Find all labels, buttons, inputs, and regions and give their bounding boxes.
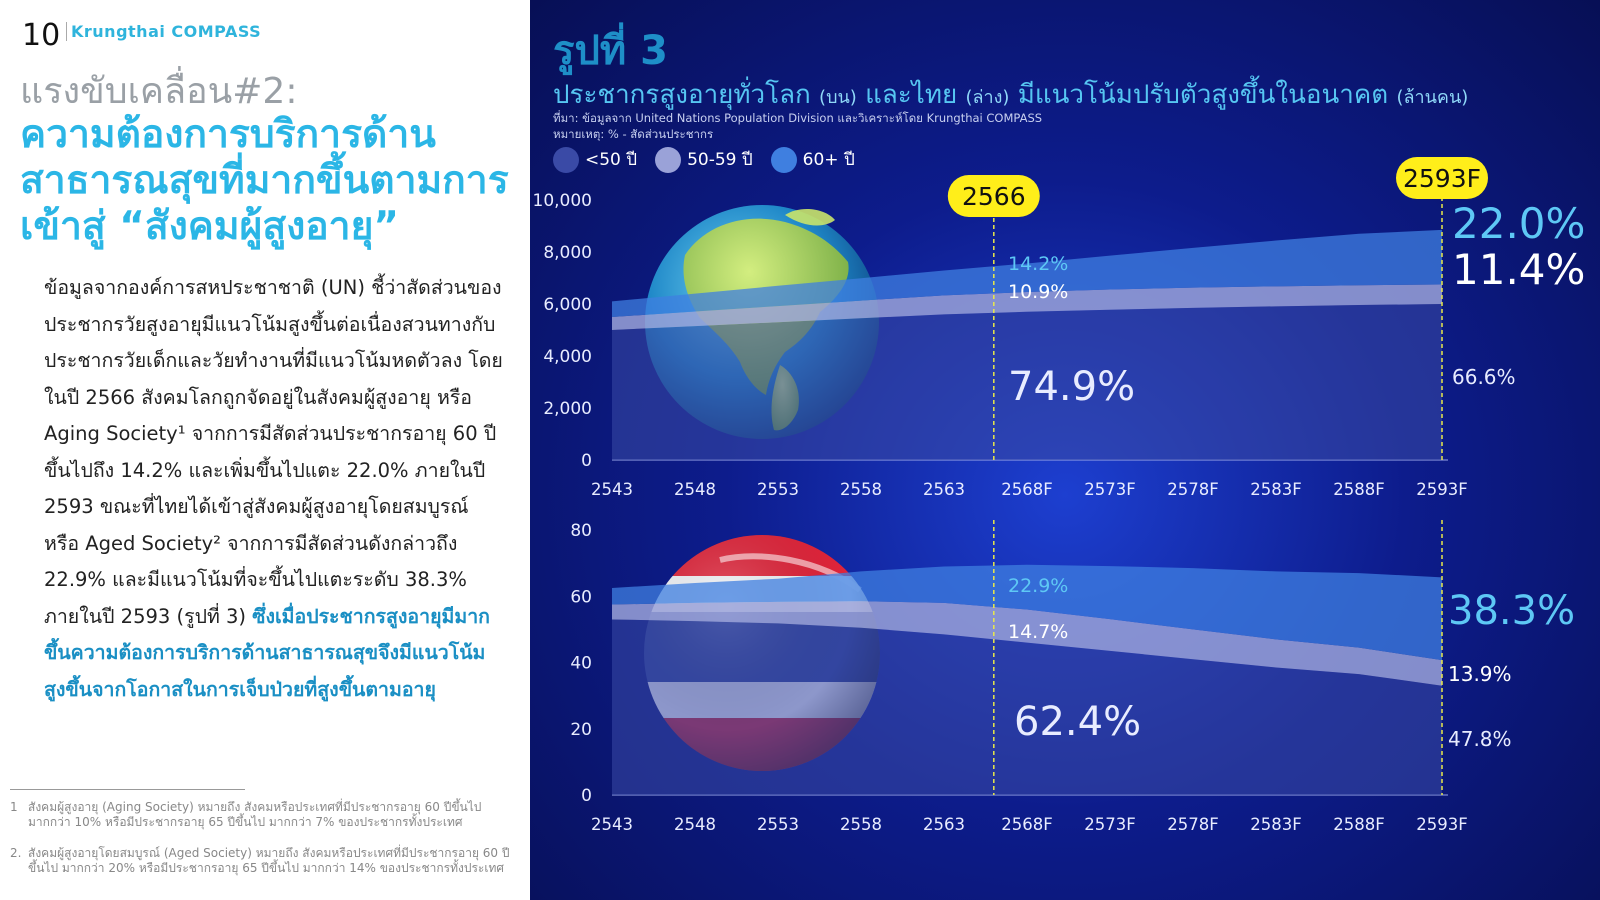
section-kicker: แรงขับเคลื่อน#2: [20,71,298,112]
legend-swatch [553,146,579,173]
y-tick-label: 4,000 [543,347,592,367]
percent-label-2566: 74.9% [1008,364,1135,410]
x-tick-label: 2543 [591,480,633,499]
percent-label-2566: 14.2% [1008,253,1068,275]
x-tick-label: 2558 [840,815,882,834]
x-tick-label: 2588F [1333,480,1384,499]
left-text-panel: 10 Krungthai COMPASS แรงขับเคลื่อน#2: คว… [0,0,530,900]
title-part-5: มีแนวโน้มปรับตัวสูงขึ้นในอนาคต [1009,80,1397,110]
x-tick-label: 2563 [923,480,965,499]
x-tick-label: 2543 [591,815,633,834]
x-tick-label: 2583F [1250,480,1301,499]
y-tick-label: 20 [570,720,592,740]
year-marker-label: 2593F [1403,164,1481,193]
x-tick-label: 2583F [1250,815,1301,834]
x-tick-label: 2548 [674,815,716,834]
brand-logo: Krungthai COMPASS [66,22,261,41]
chart-legend: <50 ปี 50-59 ปี 60+ ปี [553,146,873,173]
y-tick-label: 60 [570,587,592,607]
y-tick-label: 0 [581,786,592,806]
percent-label-2566: 62.4% [1014,699,1141,745]
x-tick-label: 2588F [1333,815,1384,834]
x-tick-label: 2568F [1001,815,1052,834]
year-marker-badge [1396,157,1488,199]
x-tick-label: 2573F [1084,480,1135,499]
percent-label-2566: 10.9% [1008,281,1068,303]
body-text: ข้อมูลจากองค์การสหประชาชาติ (UN) ชี้ว่าส… [44,276,503,628]
footnote-1-text: สังคมผู้สูงอายุ (Aging Society) หมายถึง … [28,800,482,829]
population-chart: 0 2,000 4,000 6,000 8,000 10,000 2543 2548 2553 2… [533,157,1585,834]
x-tick-label: 2568F [1001,480,1052,499]
percent-label-2593F: 11.4% [1452,245,1585,294]
footnote-2: 2. สังคมผู้สูงอายุโดยสมบูรณ์ (Aged Socie… [10,846,520,876]
title-part-6: (ล้านคน) [1396,87,1469,108]
percent-label-2593F: 38.3% [1448,588,1575,634]
area-series-50-59 [612,601,1442,686]
y-tick-label: 40 [570,654,592,674]
x-tick-label: 2553 [757,480,799,499]
footnote-divider [10,789,245,790]
chart-source: ที่มา: ข้อมูลจาก United Nations Populati… [553,111,1043,125]
x-tick-label: 2578F [1167,480,1218,499]
title-part-1: ประชากรสูงอายุทั่วโลก [553,80,820,110]
chart-panel: รูปที่ 3 ประชากรสูงอายุทั่วโลก (บน) และไ… [530,0,1600,900]
x-tick-label: 2593F [1416,815,1467,834]
title-part-4: (ล่าง) [965,87,1010,108]
body-highlight: ซึ่งเมื่อประชากรสูงอายุมีมากขึ้นความต้อง… [44,604,490,701]
y-tick-label: 8,000 [543,243,592,263]
legend-item-under50: <50 ปี [553,146,637,173]
footnote-2-mark: 2. [10,846,22,860]
y-tick-label: 10,000 [533,191,592,211]
y-tick-label: 6,000 [543,295,592,315]
percent-label-2593F: 66.6% [1452,365,1516,389]
section-headline: ความต้องการบริการด้านสาธารณสุขที่มากขึ้น… [20,112,509,249]
area-series-60plus [612,564,1442,661]
percent-label-2566: 22.9% [1008,575,1068,597]
x-tick-label: 2563 [923,815,965,834]
legend-swatch [655,146,682,173]
legend-item-60plus: 60+ ปี [770,146,855,173]
area-series-60plus [612,229,1442,317]
chart-note: หมายเหตุ: % - สัดส่วนประชากร [553,127,714,141]
area-series-under50 [612,304,1442,460]
percent-label-2593F: 22.0% [1452,199,1585,248]
x-tick-label: 2548 [674,480,716,499]
x-tick-label: 2553 [757,815,799,834]
x-tick-label: 2593F [1416,480,1467,499]
x-tick-label: 2558 [840,480,882,499]
y-tick-label: 0 [581,451,592,471]
legend-item-50-59: 50-59 ปี [655,146,753,173]
year-marker-label: 2566 [962,182,1026,211]
legend-label: 50-59 ปี [687,150,753,170]
chart-title: ประชากรสูงอายุทั่วโลก (บน) และไทย (ล่าง)… [553,74,1468,115]
footnote-1-mark: 1 [10,800,18,814]
x-tick-label: 2578F [1167,815,1218,834]
legend-swatch [770,146,797,173]
x-tick-label: 2573F [1084,815,1135,834]
year-marker-badge [947,175,1040,217]
legend-label: <50 ปี [585,150,638,170]
footnote-2-text: สังคมผู้สูงอายุโดยสมบูรณ์ (Aged Society)… [28,846,510,875]
percent-label-2593F: 47.8% [1448,727,1512,751]
y-tick-label: 80 [570,521,592,541]
area-series-50-59 [612,284,1442,330]
body-paragraph: ข้อมูลจากองค์การสหประชาชาติ (UN) ชี้ว่าส… [44,270,504,708]
percent-label-2566: 14.7% [1008,621,1068,643]
footnote-1: 1 สังคมผู้สูงอายุ (Aging Society) หมายถึ… [10,800,520,830]
page-number: 10 [22,18,61,53]
percent-label-2593F: 13.9% [1448,662,1512,686]
title-part-2: (บน) [819,87,857,108]
figure-label: รูปที่ 3 [553,28,668,74]
title-part-3: และไทย [856,80,966,110]
y-tick-label: 2,000 [543,399,592,419]
legend-label: 60+ ปี [802,150,855,170]
